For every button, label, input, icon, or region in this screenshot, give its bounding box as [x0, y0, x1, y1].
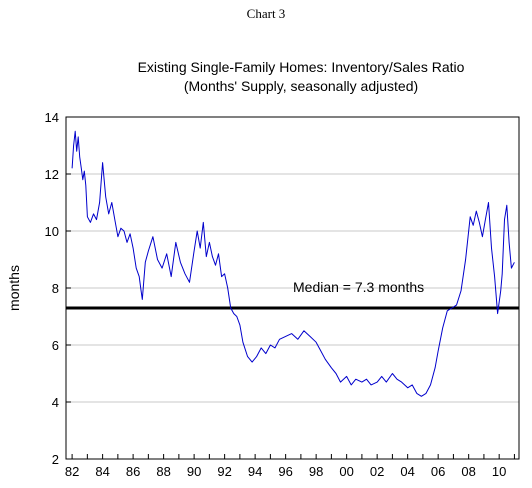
grid-lines [66, 173, 519, 403]
x-tick-label: 96 [278, 464, 292, 479]
x-tick-label: 90 [187, 464, 201, 479]
x-tick-label: 82 [65, 464, 79, 479]
y-axis-label: months [6, 265, 22, 311]
x-tick-label: 10 [492, 464, 506, 479]
x-tick-label: 00 [339, 464, 353, 479]
y-tick-label: 14 [45, 110, 59, 125]
y-tick-label: 10 [45, 224, 59, 239]
x-tick-label: 86 [126, 464, 140, 479]
x-tick-label: 98 [309, 464, 323, 479]
y-tick-label: 2 [52, 452, 59, 467]
y-tick-label: 12 [45, 167, 59, 182]
x-tick-label: 04 [400, 464, 414, 479]
chart-title: Existing Single-Family Homes: Inventory/… [137, 59, 465, 75]
chart-subtitle: (Months' Supply, seasonally adjusted) [183, 78, 419, 94]
median-annotation: Median = 7.3 months [293, 279, 424, 295]
y-tick-label: 6 [52, 338, 59, 353]
series-line-inventory-ratio [71, 130, 515, 397]
x-tick-label: 02 [370, 464, 384, 479]
x-tick-label: 84 [95, 464, 109, 479]
x-axis: 82 84 86 88 90 92 94 96 98 00 02 04 06 08 10 [65, 454, 515, 479]
y-axis: 2 4 6 8 10 12 14 [45, 110, 71, 467]
x-tick-label: 92 [217, 464, 231, 479]
x-tick-label: 88 [156, 464, 170, 479]
y-tick-label: 8 [52, 281, 59, 296]
x-tick-label: 08 [461, 464, 475, 479]
chart-number: Chart 3 [246, 6, 286, 21]
x-tick-label: 06 [431, 464, 445, 479]
y-tick-label: 4 [52, 395, 59, 410]
x-tick-label: 94 [248, 464, 262, 479]
